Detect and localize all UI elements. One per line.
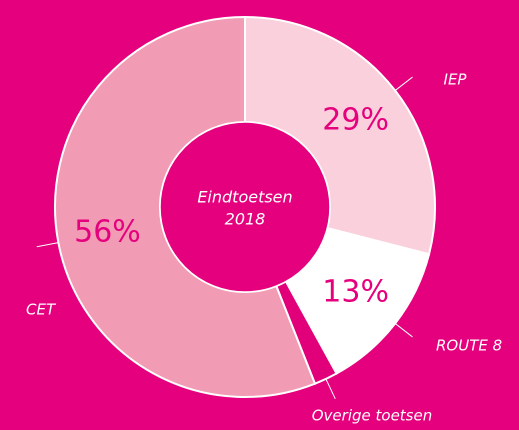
category-label: CET <box>26 301 57 319</box>
value-label: 29% <box>322 103 389 138</box>
leader-line <box>325 378 336 400</box>
category-label: ROUTE 8 <box>436 337 502 355</box>
center-label: Eindtoetsen <box>197 188 292 207</box>
center-label: 2018 <box>225 210 266 229</box>
leader-line <box>36 242 59 248</box>
leader-line <box>394 323 413 338</box>
value-label: 56% <box>74 215 141 250</box>
value-label: 13% <box>322 274 389 309</box>
donut-hole <box>159 121 331 293</box>
category-label: Overige toetsen <box>312 407 432 425</box>
leader-line <box>394 76 413 91</box>
category-label: IEP <box>444 71 468 89</box>
